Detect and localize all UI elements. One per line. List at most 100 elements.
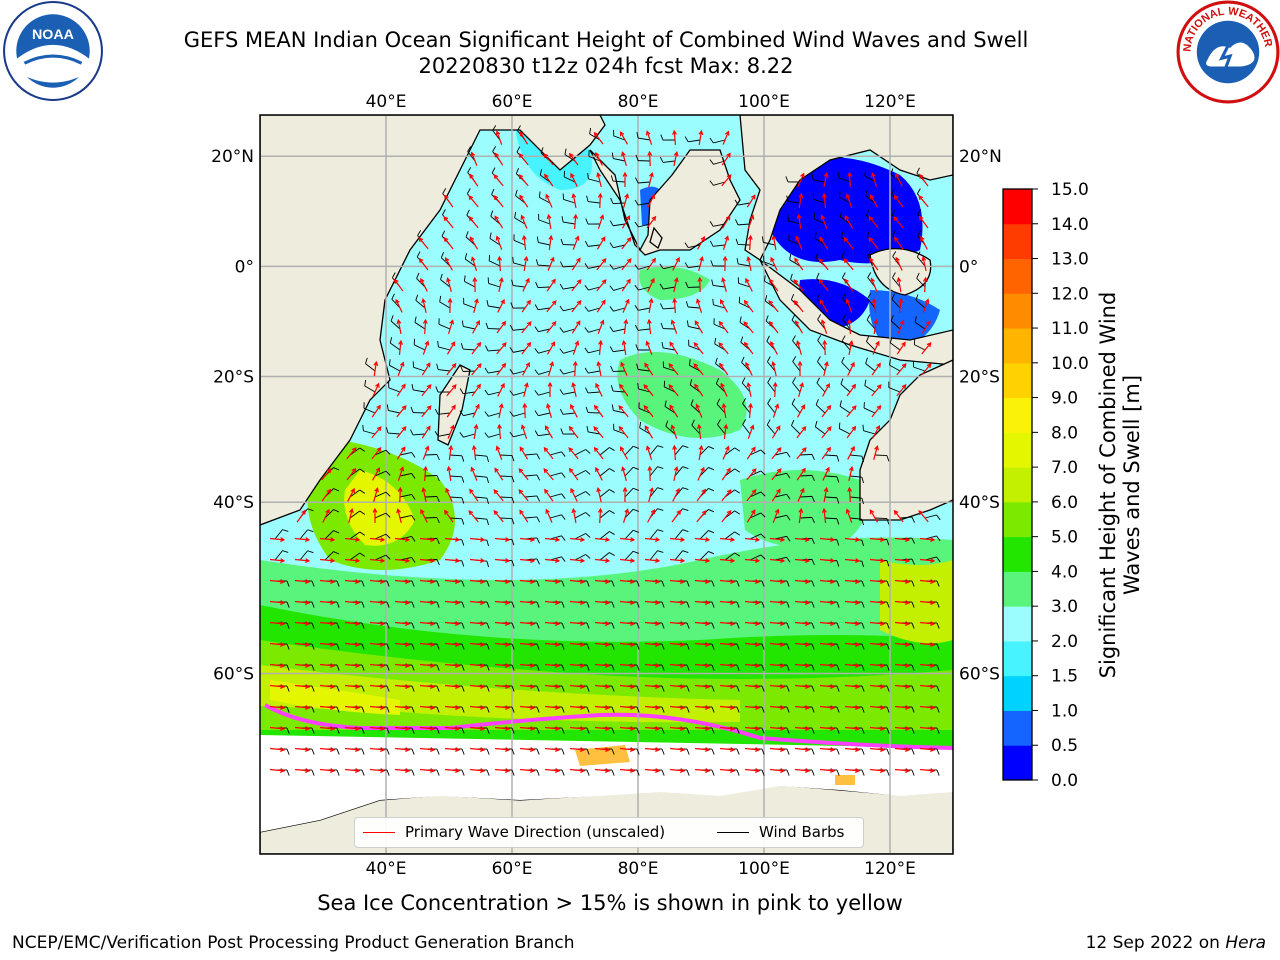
wave-arrow [894, 621, 910, 625]
wave-arrow-head [830, 642, 836, 648]
wind-barb-feather [609, 447, 615, 451]
wind-barb [612, 202, 626, 204]
wind-barb-feather [611, 685, 615, 692]
wave-arrow [749, 235, 752, 251]
wave-arrow-head [523, 255, 529, 262]
wave-arrow [419, 621, 435, 625]
wind-barb [792, 340, 801, 351]
wind-barb-feather [560, 261, 564, 268]
wind-barb-feather [886, 706, 890, 713]
colorbar-label: Significant Height of Combined Wind Wave… [1096, 291, 1144, 679]
wind-barb-feather [561, 535, 566, 541]
wave-arrow-head [705, 747, 711, 753]
wave-arrow [669, 768, 685, 772]
wind-barb-feather [311, 706, 315, 713]
wind-barb-feather [511, 748, 515, 755]
wind-barb-feather [386, 706, 390, 713]
wave-arrow [469, 747, 485, 751]
wind-barb-feather [307, 508, 314, 512]
wind-barb-feather [661, 769, 665, 776]
wind-barb-feather [636, 685, 640, 692]
wave-arrow-head [430, 558, 436, 564]
wind-barb-feather [786, 557, 791, 563]
wave-arrow [844, 768, 860, 772]
wave-arrow [694, 768, 710, 772]
wind-barb-feather [886, 769, 890, 776]
wind-barb-feather [734, 468, 740, 473]
wind-barb-feather [815, 399, 819, 406]
wind-barb-feather [516, 146, 521, 153]
wind-barb-feather [586, 748, 590, 755]
wind-barb [774, 493, 787, 498]
wind-barb [724, 552, 735, 561]
wave-arrow [669, 684, 685, 688]
wave-arrow [521, 321, 532, 334]
wind-barb [713, 285, 726, 288]
wind-barb-feather [786, 664, 790, 671]
wave-arrow-head [893, 509, 899, 515]
wind-barb [891, 298, 901, 309]
wave-arrow-head [700, 466, 705, 472]
wave-arrow-head [305, 558, 311, 564]
wind-barb-feather [736, 643, 740, 650]
wave-arrow-head [730, 747, 736, 753]
wave-arrow-head [826, 426, 832, 432]
wave-arrow [444, 768, 460, 772]
wave-arrow [673, 130, 677, 146]
wave-arrow [769, 684, 785, 688]
colorbar-segment [1003, 189, 1032, 225]
wave-arrow [371, 447, 382, 460]
wave-arrow [469, 489, 479, 502]
wave-arrow-head [480, 663, 486, 669]
wave-arrow-head [305, 621, 311, 627]
wind-barb [513, 370, 526, 375]
wave-arrow-head [305, 768, 311, 774]
wave-arrow [643, 405, 654, 418]
wave-arrow [419, 558, 435, 562]
wave-arrow-head [473, 423, 479, 430]
wind-barb-feather [686, 601, 690, 608]
wave-arrow-head [305, 600, 311, 606]
wave-arrow [821, 426, 832, 439]
wave-arrow [844, 684, 860, 688]
wave-arrow-head [375, 467, 381, 473]
wind-barb [888, 387, 901, 393]
wave-arrow-head [547, 381, 553, 387]
wave-arrow [896, 342, 906, 355]
wind-barb-feather [664, 400, 667, 407]
wind-barb [688, 345, 701, 351]
wind-barb-feather [286, 622, 290, 629]
wave-arrow-head [330, 663, 336, 669]
wave-arrow-head [680, 621, 686, 627]
wind-barb [613, 328, 626, 333]
wind-barb-feather [661, 601, 665, 608]
wave-arrow [572, 509, 577, 524]
wind-barb-feather [492, 125, 497, 131]
footer-date-text: 12 Sep 2022 on [1085, 933, 1220, 953]
wind-barb-feather [708, 467, 715, 471]
wind-barb-feather [536, 622, 540, 629]
wind-barb-feather [661, 706, 665, 713]
wave-arrow-head [451, 384, 457, 390]
wind-barb [839, 428, 851, 435]
wind-barb-feather [917, 209, 922, 215]
wave-arrow-head [655, 747, 661, 753]
wind-barb-feather [635, 177, 639, 184]
wind-barb-feather [586, 769, 590, 776]
wave-arrow-head [648, 297, 654, 304]
wave-arrow-head [480, 684, 486, 690]
wave-arrow-head [780, 684, 786, 690]
wind-barb-feather [711, 664, 715, 671]
wave-arrow-head [772, 381, 778, 387]
wave-arrow-head [476, 341, 482, 347]
wave-arrow [769, 321, 779, 334]
wave-arrow [544, 537, 560, 541]
wave-arrow-head [926, 363, 932, 369]
wave-arrow-head [918, 195, 924, 201]
wind-barb [865, 363, 876, 372]
wind-barb-feather [916, 251, 921, 258]
wave-arrow-head [424, 340, 430, 346]
wind-barb [613, 409, 626, 414]
wind-barb [538, 328, 551, 333]
wave-arrow [819, 558, 835, 562]
